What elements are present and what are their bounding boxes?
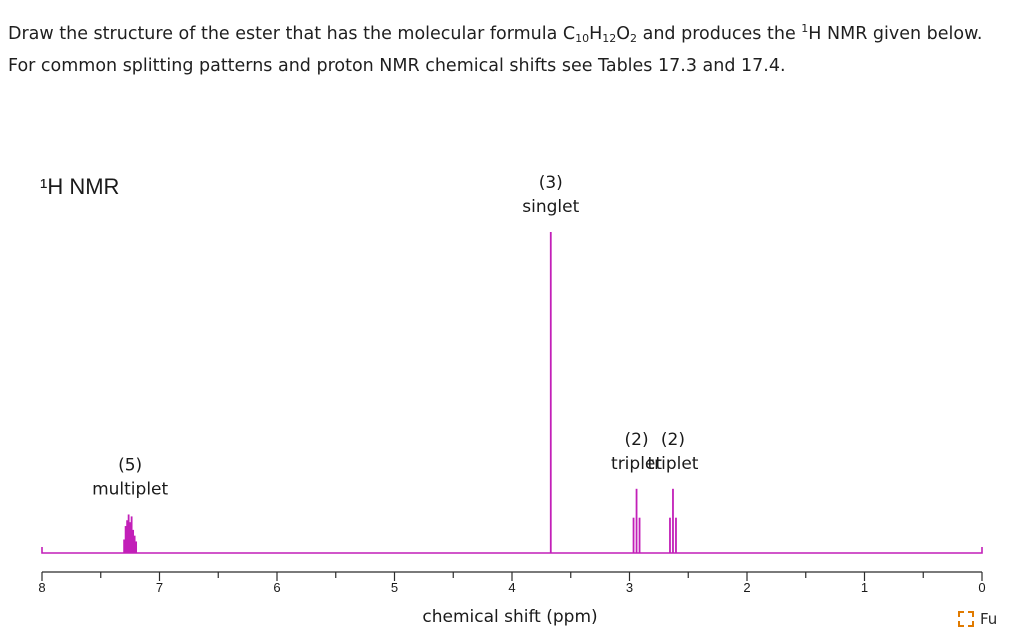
expand-icon xyxy=(958,610,974,627)
peak-integration-label: (3) xyxy=(539,173,563,193)
chart-title: ¹H NMR xyxy=(40,174,119,199)
subscript-h: 12 xyxy=(602,32,617,45)
question-line-2: For common splitting patterns and proton… xyxy=(8,56,786,76)
question-text-part: H NMR given below. xyxy=(808,24,983,44)
x-axis: 8 7 6 5 4 3 2 1 0 xyxy=(38,571,986,595)
question-text-part: H xyxy=(589,24,603,44)
subscript-o: 2 xyxy=(630,32,638,45)
subscript-c: 10 xyxy=(575,32,590,45)
peak-group xyxy=(123,232,677,553)
x-axis-label: chemical shift (ppm) xyxy=(422,607,597,627)
fullscreen-button[interactable]: Fu xyxy=(958,606,997,631)
question-text-part: and produces the xyxy=(637,24,802,44)
question-text: Draw the structure of the ester that has… xyxy=(8,18,1018,82)
peak-multiplicity-label: triplet xyxy=(647,454,698,474)
question-text-part: Draw the structure of the ester that has… xyxy=(8,24,576,44)
tick-label: 6 xyxy=(273,580,280,595)
question-text-part: O xyxy=(616,24,631,44)
tick-label: 7 xyxy=(156,580,163,595)
peak-integration-label: (2) xyxy=(625,430,649,450)
superscript-1: 1 xyxy=(801,22,809,35)
peak-labels: (5) multiplet (3) singlet (2) triplet (2) tripl… xyxy=(92,173,699,499)
tick-label: 3 xyxy=(626,580,633,595)
peak-multiplicity-label: triplet xyxy=(611,454,662,474)
spectrum-line xyxy=(41,547,983,554)
peak-multiplicity-label: singlet xyxy=(522,197,579,217)
peak-integration-label: (5) xyxy=(118,455,142,475)
tick-label: 8 xyxy=(38,580,45,595)
tick-label: 4 xyxy=(508,580,515,595)
tick-label: 0 xyxy=(978,580,985,595)
tick-label: 1 xyxy=(861,580,868,595)
fullscreen-label: Fu xyxy=(980,609,998,628)
tick-label: 2 xyxy=(743,580,750,595)
peak-integration-label: (2) xyxy=(661,430,685,450)
question-line-1: Draw the structure of the ester that has… xyxy=(8,18,1018,50)
tick-label: 5 xyxy=(391,580,398,595)
peak-multiplicity-label: multiplet xyxy=(92,479,168,499)
